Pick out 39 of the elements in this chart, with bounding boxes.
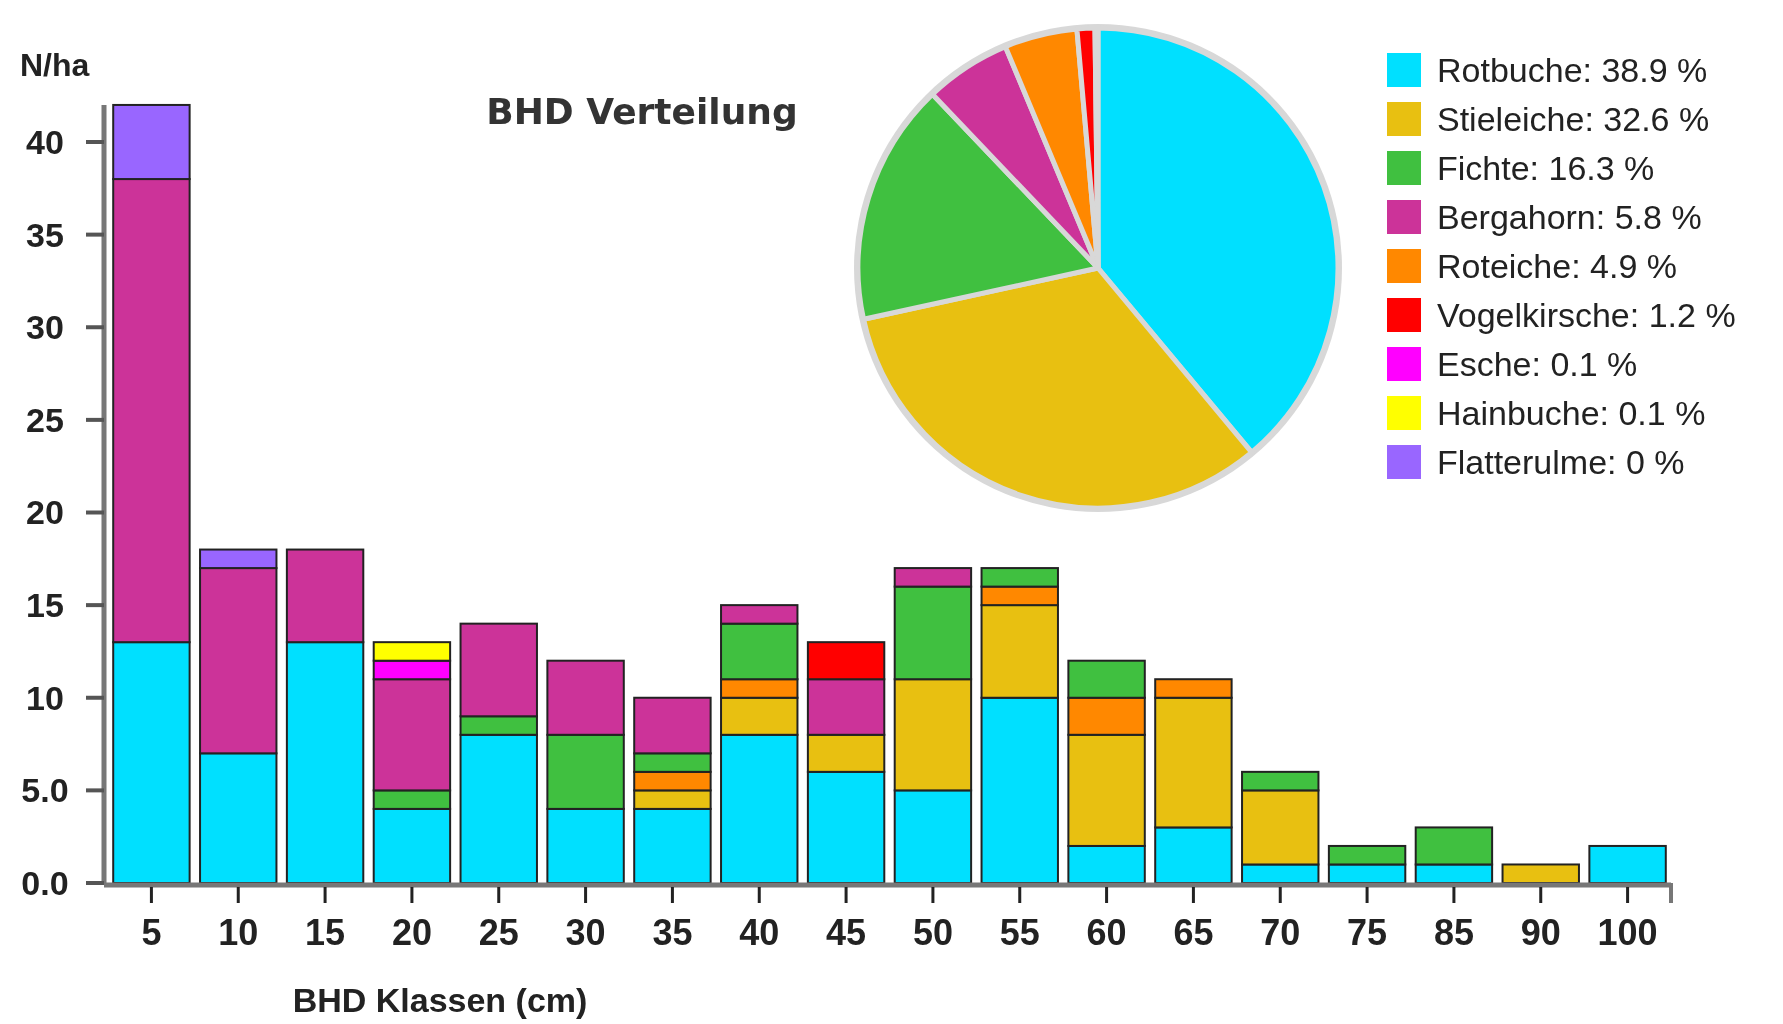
legend-label: Hainbuche: 0.1 % [1437, 393, 1706, 432]
legend-label: Bergahorn: 5.8 % [1437, 197, 1702, 236]
x-tick-label: 40 [739, 912, 780, 953]
y-axis-title: N/ha [20, 47, 90, 83]
x-tick-label: 60 [1086, 912, 1127, 953]
x-tick-label: 20 [391, 912, 432, 953]
y-tick-label: 35 [26, 215, 64, 254]
x-tick-label: 65 [1173, 912, 1214, 953]
x-tick-label: 50 [912, 912, 953, 953]
x-tick-label: 100 [1597, 912, 1658, 953]
y-tick-label: 40 [26, 122, 64, 161]
legend-label: Fichte: 16.3 % [1437, 148, 1655, 187]
x-tick-label: 15 [305, 912, 346, 953]
legend-label: Stieleiche: 32.6 % [1437, 99, 1710, 138]
y-tick-label: 20 [26, 493, 64, 532]
x-tick-label: 25 [478, 912, 519, 953]
legend-label: Flatterulme: 0 % [1437, 442, 1685, 481]
y-tick-label: 15 [26, 586, 64, 625]
legend-label: Vogelkirsche: 1.2 % [1437, 295, 1736, 334]
x-tick-label: 85 [1433, 912, 1474, 953]
x-tick-label: 10 [218, 912, 259, 953]
x-tick-label: 45 [826, 912, 867, 953]
y-tick-label: 30 [26, 308, 64, 347]
x-tick-label: 55 [999, 912, 1040, 953]
x-tick-label: 5 [141, 912, 162, 953]
x-tick-label: 90 [1520, 912, 1561, 953]
chart-title: BHD Verteilung [486, 91, 798, 132]
x-tick-label: 75 [1347, 912, 1388, 953]
legend-label: Roteiche: 4.9 % [1437, 246, 1678, 285]
y-tick-label: 10 [26, 678, 64, 717]
y-tick-label: 25 [26, 400, 64, 439]
x-tick-label: 70 [1260, 912, 1301, 953]
legend-label: Esche: 0.1 % [1437, 344, 1638, 383]
y-tick-label: 0.0 [21, 863, 69, 902]
x-tick-label: 30 [565, 912, 606, 953]
x-tick-label: 35 [652, 912, 693, 953]
legend-label: Rotbuche: 38.9 % [1437, 50, 1708, 89]
x-axis-title: BHD Klassen (cm) [292, 981, 588, 1019]
y-tick-label: 5.0 [21, 771, 69, 810]
